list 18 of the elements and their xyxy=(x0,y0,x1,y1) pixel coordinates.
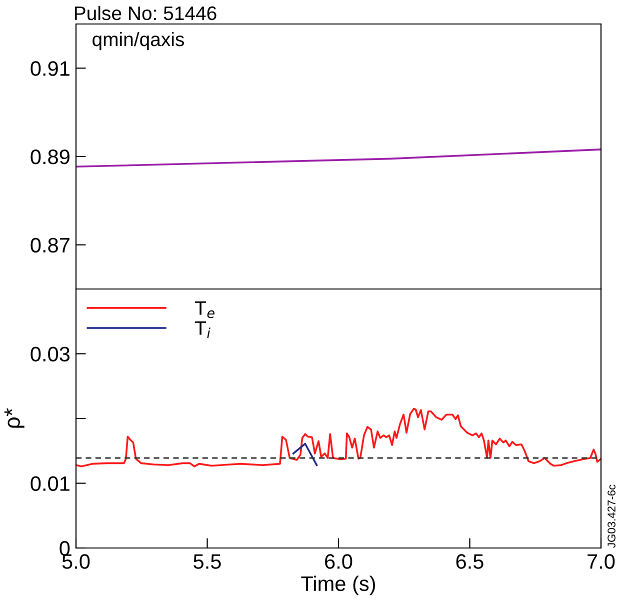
annotation: qmin/qaxis xyxy=(92,32,184,50)
line-series xyxy=(76,408,601,468)
y-tick-label: 0.01 xyxy=(30,476,70,492)
x-tick-label: 6.0 xyxy=(325,554,352,569)
y-tick-label: 0.89 xyxy=(30,150,70,164)
x-tick-label: 7.0 xyxy=(588,554,615,569)
y-tick-label: 0.91 xyxy=(30,61,70,76)
y-axis-title: ρ* xyxy=(4,408,24,428)
x-tick-label: 5.5 xyxy=(194,554,221,569)
x-tick-label: 5.0 xyxy=(62,554,90,569)
x-tick-label: 6.5 xyxy=(456,554,484,569)
legend-label: T$_{i}$ xyxy=(195,321,210,338)
x-axis-title: Time (s) xyxy=(301,576,376,596)
text: JG03.427-6c xyxy=(608,484,616,548)
y-tick-label: 0.87 xyxy=(30,238,70,253)
legend-label: T$_{e}$ xyxy=(195,301,214,318)
chart-title: Pulse No: 51446 xyxy=(74,6,216,20)
y-tick-label: 0.03 xyxy=(30,346,70,362)
